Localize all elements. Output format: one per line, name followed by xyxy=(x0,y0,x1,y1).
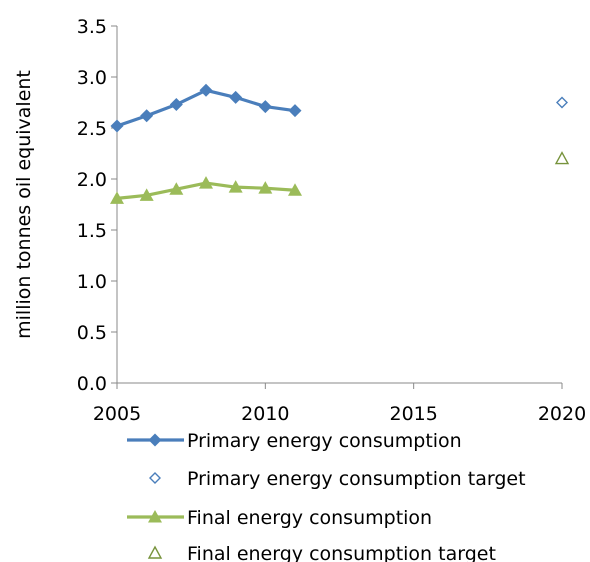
data-point-2 xyxy=(199,176,213,189)
legend-label: Final energy consumption xyxy=(187,507,432,529)
data-point-0 xyxy=(229,90,243,104)
data-point-0 xyxy=(169,98,183,112)
legend-marker-1 xyxy=(149,472,161,484)
y-tick-label: 0.5 xyxy=(77,322,107,344)
legend-label: Primary energy consumption target xyxy=(187,468,526,490)
data-point-2 xyxy=(110,191,124,204)
y-tick-label: 3.0 xyxy=(77,67,107,89)
y-axis-title: million tonnes oil equivalent xyxy=(13,70,35,339)
y-tick-label: 2.5 xyxy=(77,118,107,140)
data-point-2 xyxy=(139,188,154,201)
data-point-0 xyxy=(288,104,302,118)
x-tick-label: 2005 xyxy=(93,403,141,425)
legend-marker-3 xyxy=(147,545,163,559)
legend: Primary energy consumption Primary energy… xyxy=(127,430,526,562)
data-point-0 xyxy=(199,83,213,97)
legend-marker-2 xyxy=(148,510,162,523)
x-tick-label: 2010 xyxy=(241,403,289,425)
data-point-2 xyxy=(258,181,273,194)
y-tick-label: 1.0 xyxy=(77,271,107,293)
x-tick-label: 2015 xyxy=(389,403,437,425)
plot-series xyxy=(110,83,570,204)
data-point-0 xyxy=(110,119,124,133)
y-tick-label: 1.5 xyxy=(77,220,107,242)
x-tick-label: 2020 xyxy=(538,403,586,425)
data-point-0 xyxy=(140,109,154,123)
data-point-1 xyxy=(556,96,568,109)
data-point-2 xyxy=(169,182,184,195)
legend-marker-0 xyxy=(148,433,162,447)
y-tick-label: 3.5 xyxy=(77,16,107,38)
data-point-3 xyxy=(554,151,570,165)
data-point-2 xyxy=(228,180,243,193)
axes: 0.0 0.5 1.0 1.5 2.0 2.5 3.0 3.5 2005 2010 2015 2020… xyxy=(13,16,586,425)
y-tick-label: 2.0 xyxy=(77,169,107,191)
y-tick-label: 0.0 xyxy=(77,373,107,395)
data-point-0 xyxy=(258,100,272,114)
legend-label: Primary energy consumption xyxy=(187,430,462,452)
data-point-2 xyxy=(288,183,302,196)
legend-label: Final energy consumption target xyxy=(187,543,496,562)
